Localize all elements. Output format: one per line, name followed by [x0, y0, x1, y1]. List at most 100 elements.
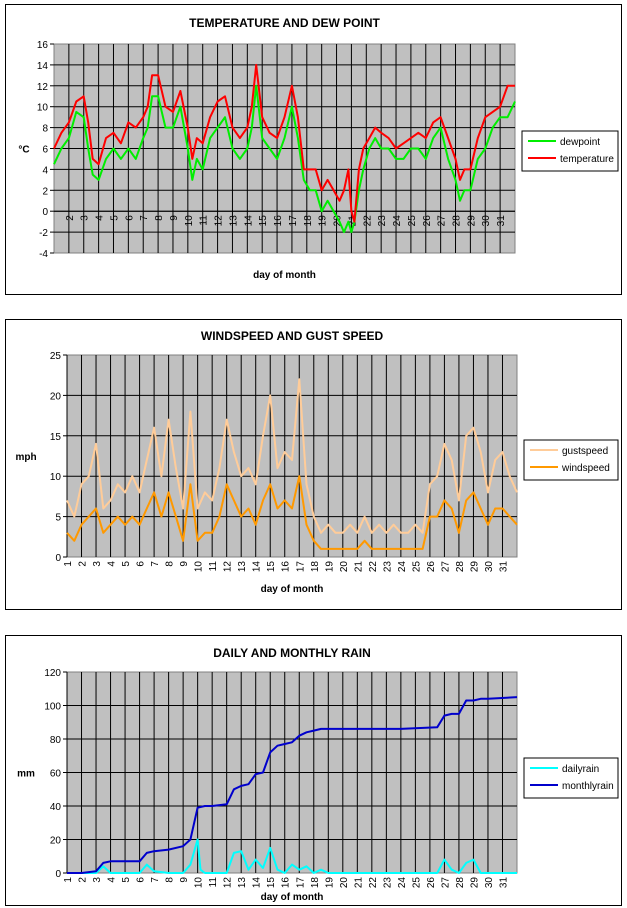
y-tick-label: 4	[42, 165, 48, 176]
wind-chart-panel: WINDSPEED AND GUST SPEED 0 5 10 15 20 25 1 2 3 4 5 6…	[5, 319, 622, 610]
y-tick-label: 10	[37, 103, 49, 114]
x-tick-label: 18	[310, 561, 321, 573]
x-tick-label: 10	[184, 215, 195, 227]
x-tick-label: 4	[107, 561, 118, 567]
x-tick-label: 4	[107, 877, 118, 883]
y-tick-label: 10	[50, 472, 62, 483]
x-tick-label: 6	[136, 561, 147, 567]
x-tick-label: 22	[368, 877, 379, 889]
x-tick-label: 10	[194, 561, 205, 573]
x-tick-label: 22	[368, 561, 379, 573]
temperature-chart: TEMPERATURE AND DEW POINT-4-202468101214…	[18, 16, 619, 281]
y-tick-label: 2	[42, 186, 48, 197]
x-tick-label: 1	[63, 561, 74, 567]
x-tick-label: 16	[281, 561, 292, 573]
legend-label-windspeed: windspeed	[561, 463, 610, 474]
x-tick-label: 26	[426, 877, 437, 889]
x-tick-label: 31	[498, 877, 509, 889]
x-tick-label: 4	[95, 215, 106, 221]
chart-title: TEMPERATURE AND DEW POINT	[189, 16, 380, 30]
x-tick-label: 14	[252, 561, 263, 573]
x-tick-label: 23	[377, 215, 388, 227]
y-tick-label: 12	[37, 82, 49, 93]
series-line-temperature	[53, 63, 515, 223]
x-tick-label: 29	[469, 877, 480, 889]
y-tick-label: 100	[44, 702, 61, 713]
x-tick-label: 7	[139, 215, 150, 221]
x-tick-label: 13	[237, 877, 248, 889]
x-tick-label: 8	[165, 877, 176, 883]
x-tick-label: 12	[214, 215, 225, 227]
y-tick-label: 16	[37, 40, 49, 51]
y-tick-label: 0	[55, 869, 61, 880]
x-tick-label: 5	[109, 215, 120, 221]
series-line-dailyrain	[67, 838, 517, 874]
x-tick-label: 6	[136, 877, 147, 883]
temperature-chart-panel: TEMPERATURE AND DEW POINT -4 -2 0 2 4 6 8 10 12 14…	[5, 4, 622, 295]
legend-label-gustspeed: gustspeed	[562, 446, 608, 457]
y-axis-title: °C	[18, 145, 29, 156]
x-tick-label: 6	[124, 215, 135, 221]
x-tick-label: 30	[484, 561, 495, 573]
y-tick-label: 25	[50, 351, 62, 362]
x-tick-label: 21	[353, 561, 364, 573]
x-tick-label: 2	[78, 877, 89, 883]
x-tick-label: 20	[339, 561, 350, 573]
y-tick-label: 120	[44, 668, 61, 679]
x-tick-label: 2	[65, 215, 76, 221]
x-tick-label: 24	[397, 877, 408, 889]
x-tick-label: 26	[422, 215, 433, 227]
x-tick-label: 1	[63, 877, 74, 883]
x-tick-label: 11	[199, 215, 210, 226]
x-tick-label: 30	[484, 877, 495, 889]
x-tick-label: 29	[469, 561, 480, 573]
y-tick-label: 40	[50, 802, 62, 813]
x-tick-label: 3	[92, 561, 103, 567]
x-tick-label: 31	[498, 561, 509, 573]
y-tick-label: 8	[42, 124, 48, 135]
x-tick-label: 21	[347, 215, 358, 227]
x-tick-label: 7	[150, 877, 161, 883]
x-tick-label: 2	[78, 561, 89, 567]
x-tick-label: 28	[455, 877, 466, 889]
x-tick-label: 24	[397, 561, 408, 573]
x-tick-label: 15	[258, 215, 269, 227]
x-tick-label: 14	[252, 877, 263, 889]
y-tick-label: 20	[50, 836, 62, 847]
chart-title: WINDSPEED AND GUST SPEED	[201, 329, 384, 343]
x-tick-label: 24	[392, 215, 403, 227]
x-tick-label: 12	[223, 877, 234, 889]
x-tick-label: 25	[411, 877, 422, 889]
x-tick-label: 27	[440, 877, 451, 889]
x-tick-label: 9	[179, 877, 190, 883]
x-tick-label: 10	[194, 877, 205, 889]
series-line-windspeed	[66, 475, 518, 550]
x-tick-label: 27	[437, 215, 448, 227]
x-tick-label: 13	[228, 215, 239, 227]
x-tick-label: 23	[382, 561, 393, 573]
x-tick-label: 21	[353, 877, 364, 889]
x-tick-label: 18	[310, 877, 321, 889]
x-tick-label: 3	[80, 215, 91, 221]
x-tick-label: 15	[266, 877, 277, 889]
x-tick-label: 27	[440, 561, 451, 573]
x-axis-title: day of month	[253, 270, 316, 281]
y-tick-label: 60	[50, 769, 62, 780]
x-tick-label: 19	[324, 877, 335, 889]
x-tick-label: 20	[339, 877, 350, 889]
series-line-monthlyrain	[67, 696, 518, 874]
y-tick-label: -4	[39, 249, 48, 260]
x-axis-title: day of month	[261, 892, 324, 903]
y-tick-label: 80	[50, 735, 62, 746]
y-tick-label: 14	[37, 61, 49, 72]
x-tick-label: 16	[273, 215, 284, 227]
x-tick-label: 17	[295, 561, 306, 573]
y-tick-label: 0	[42, 207, 48, 218]
x-tick-label: 28	[452, 215, 463, 227]
y-tick-label: 5	[55, 513, 61, 524]
x-tick-label: 9	[179, 561, 190, 567]
x-tick-label: 17	[295, 877, 306, 889]
x-tick-label: 3	[92, 877, 103, 883]
